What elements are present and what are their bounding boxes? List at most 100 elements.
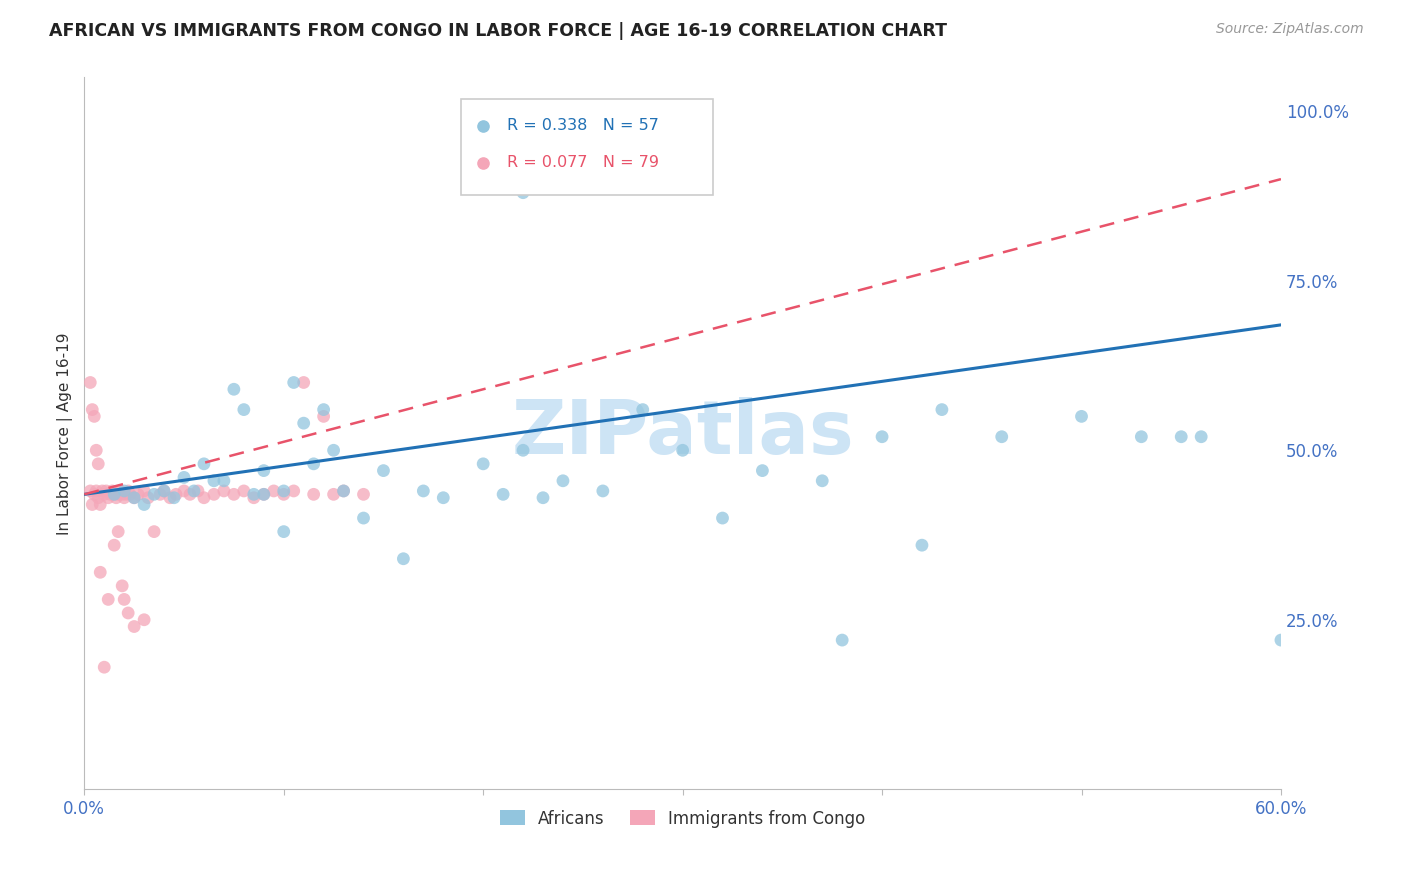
Point [232,402,254,417]
Legend: Africans, Immigrants from Congo: Africans, Immigrants from Congo [494,803,872,834]
Text: R = 0.338   N = 57: R = 0.338 N = 57 [506,119,658,133]
Point [173,483,195,498]
Point [117,606,139,620]
Point [737,186,759,200]
Point [117,483,139,498]
Point [831,633,853,648]
Point [222,487,245,501]
Point [1170,430,1192,444]
Point [432,491,454,505]
Point [103,487,125,501]
FancyBboxPatch shape [461,99,713,194]
Point [322,443,344,458]
Point [87,491,110,505]
Y-axis label: In Labor Force | Age 16-19: In Labor Force | Age 16-19 [58,332,73,534]
Point [97,592,120,607]
Point [93,487,115,501]
Point [253,487,276,501]
Point [183,483,205,498]
Point [312,402,335,417]
Point [122,491,145,505]
Point [353,487,375,501]
Point [143,524,166,539]
Point [79,483,101,498]
Point [136,491,159,505]
Point [153,483,176,498]
Point [173,470,195,484]
Point [711,511,734,525]
Point [332,483,354,498]
Point [551,474,574,488]
Point [373,464,395,478]
Point [153,483,176,498]
Point [105,491,128,505]
Point [127,487,149,501]
Point [111,487,134,501]
Point [103,487,125,501]
Point [83,409,105,424]
Point [232,483,254,498]
Point [134,613,156,627]
Point [101,483,124,498]
Point [512,443,534,458]
Point [911,538,934,552]
Point [392,551,415,566]
Point [592,483,614,498]
Point [187,483,209,498]
Point [990,430,1012,444]
Point [222,382,245,396]
Point [243,491,266,505]
Point [672,443,695,458]
Point [472,457,495,471]
Point [107,524,129,539]
Point [115,487,138,501]
Point [531,491,554,505]
Point [165,487,187,501]
Text: ZIPatlas: ZIPatlas [512,397,853,470]
Point [212,474,235,488]
Point [202,474,225,488]
Point [202,487,225,501]
Point [253,487,276,501]
Point [273,483,295,498]
Point [84,443,107,458]
Point [302,457,325,471]
Point [96,483,118,498]
Point [870,430,893,444]
Point [112,491,135,505]
Point [273,524,295,539]
Point [1270,633,1292,648]
Point [412,483,434,498]
Point [143,487,166,501]
Point [120,487,142,501]
Point [322,487,344,501]
Point [82,498,104,512]
Point [112,483,135,498]
Point [263,483,285,498]
Text: R = 0.077   N = 79: R = 0.077 N = 79 [506,155,659,170]
Point [149,487,172,501]
Point [79,376,101,390]
Point [84,483,107,498]
Point [283,376,305,390]
Point [134,483,156,498]
Point [107,487,129,501]
Point [811,474,834,488]
Point [212,483,235,498]
Point [159,491,181,505]
Point [1189,430,1212,444]
Point [931,402,953,417]
Point [97,491,120,505]
Point [87,457,110,471]
Point [82,402,104,417]
Point [98,487,121,501]
Point [193,491,215,505]
Text: AFRICAN VS IMMIGRANTS FROM CONGO IN LABOR FORCE | AGE 16-19 CORRELATION CHART: AFRICAN VS IMMIGRANTS FROM CONGO IN LABO… [49,22,948,40]
Point [283,483,305,498]
Point [83,487,105,501]
Point [737,150,759,164]
Point [122,491,145,505]
Point [631,402,654,417]
Text: Source: ZipAtlas.com: Source: ZipAtlas.com [1216,22,1364,37]
Point [163,491,186,505]
